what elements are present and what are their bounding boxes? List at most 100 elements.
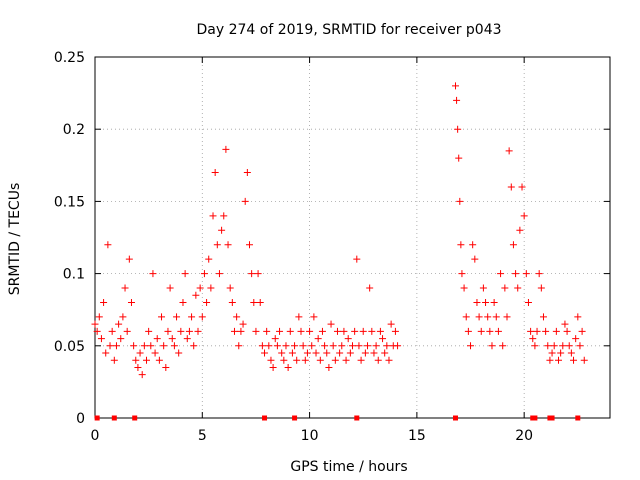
y-axis-label: SRMTID / TECUs bbox=[7, 183, 23, 296]
data-point bbox=[321, 342, 329, 350]
data-point bbox=[548, 349, 556, 357]
data-point bbox=[385, 356, 393, 364]
data-point bbox=[213, 241, 221, 249]
data-point bbox=[291, 342, 299, 350]
data-point bbox=[482, 298, 490, 306]
data-point bbox=[198, 313, 206, 321]
data-point bbox=[226, 284, 234, 292]
data-point bbox=[546, 356, 554, 364]
data-point bbox=[218, 226, 226, 234]
bottom-marker bbox=[453, 415, 458, 421]
y-tick-label: 0.2 bbox=[63, 122, 85, 138]
data-point bbox=[565, 342, 573, 350]
axis-ticks: 0 5 10 15 20 0 0.05 0.1 0.15 0.2 0.25 bbox=[54, 50, 610, 444]
data-point bbox=[303, 349, 311, 357]
bottom-markers bbox=[94, 415, 581, 421]
data-point bbox=[265, 342, 273, 350]
data-point bbox=[246, 241, 253, 249]
data-point bbox=[248, 270, 256, 278]
data-point bbox=[455, 154, 463, 162]
data-point bbox=[222, 145, 230, 153]
data-point bbox=[110, 356, 118, 364]
data-point bbox=[535, 270, 543, 278]
data-point bbox=[514, 284, 522, 292]
data-point bbox=[175, 349, 183, 357]
data-point bbox=[479, 284, 487, 292]
y-tick-label: 0.1 bbox=[63, 267, 85, 283]
data-point bbox=[284, 363, 292, 371]
data-point bbox=[140, 342, 148, 350]
data-point bbox=[112, 342, 120, 350]
data-point bbox=[188, 313, 196, 321]
data-point bbox=[91, 320, 99, 328]
data-point bbox=[177, 327, 185, 335]
data-point bbox=[578, 327, 586, 335]
data-point bbox=[531, 342, 539, 350]
data-point bbox=[310, 313, 318, 321]
bottom-marker bbox=[575, 415, 581, 421]
data-point bbox=[119, 313, 127, 321]
bottom-marker bbox=[532, 415, 538, 421]
data-point bbox=[376, 327, 384, 335]
bottom-marker bbox=[94, 415, 100, 421]
data-point bbox=[490, 298, 498, 306]
data-point bbox=[164, 327, 172, 335]
data-point bbox=[539, 313, 547, 321]
data-point bbox=[488, 342, 496, 350]
data-point bbox=[325, 363, 333, 371]
data-point bbox=[108, 327, 116, 335]
data-point bbox=[340, 327, 348, 335]
data-point bbox=[168, 335, 176, 343]
data-point bbox=[237, 327, 245, 335]
data-point bbox=[295, 313, 303, 321]
data-point bbox=[93, 327, 101, 335]
x-axis-label: GPS time / hours bbox=[290, 459, 407, 475]
data-point bbox=[241, 197, 249, 205]
data-point bbox=[550, 342, 558, 350]
data-point bbox=[261, 349, 269, 357]
data-point bbox=[301, 356, 309, 364]
data-point bbox=[297, 327, 305, 335]
data-point bbox=[166, 284, 174, 292]
data-point bbox=[387, 320, 395, 328]
data-point bbox=[383, 342, 391, 350]
bottom-marker bbox=[132, 415, 138, 421]
data-point bbox=[316, 356, 324, 364]
data-point bbox=[574, 313, 582, 321]
data-point bbox=[267, 356, 275, 364]
y-tick-label: 0.15 bbox=[54, 194, 85, 210]
data-point bbox=[484, 313, 492, 321]
data-point bbox=[209, 212, 217, 220]
data-point bbox=[458, 270, 466, 278]
data-point bbox=[106, 342, 114, 350]
data-point bbox=[117, 335, 125, 343]
data-point bbox=[228, 298, 236, 306]
data-point bbox=[224, 241, 232, 249]
data-point bbox=[323, 349, 331, 357]
data-point bbox=[499, 342, 507, 350]
data-point bbox=[520, 212, 528, 220]
data-point bbox=[570, 356, 578, 364]
data-point bbox=[366, 284, 374, 292]
data-point bbox=[160, 342, 168, 350]
data-point bbox=[351, 327, 359, 335]
data-point bbox=[230, 327, 238, 335]
data-point bbox=[190, 342, 198, 350]
plot-frame bbox=[94, 56, 611, 419]
data-point bbox=[115, 320, 123, 328]
data-point bbox=[524, 298, 532, 306]
data-point bbox=[527, 327, 535, 335]
data-point bbox=[475, 313, 483, 321]
data-point bbox=[542, 327, 550, 335]
data-point bbox=[205, 255, 213, 263]
data-point bbox=[381, 349, 389, 357]
data-point bbox=[492, 313, 500, 321]
data-point bbox=[338, 342, 346, 350]
x-tick-label: 15 bbox=[408, 428, 426, 444]
data-point bbox=[374, 356, 382, 364]
data-point bbox=[471, 255, 479, 263]
data-point bbox=[273, 342, 281, 350]
data-point bbox=[561, 320, 569, 328]
data-point bbox=[467, 342, 475, 350]
